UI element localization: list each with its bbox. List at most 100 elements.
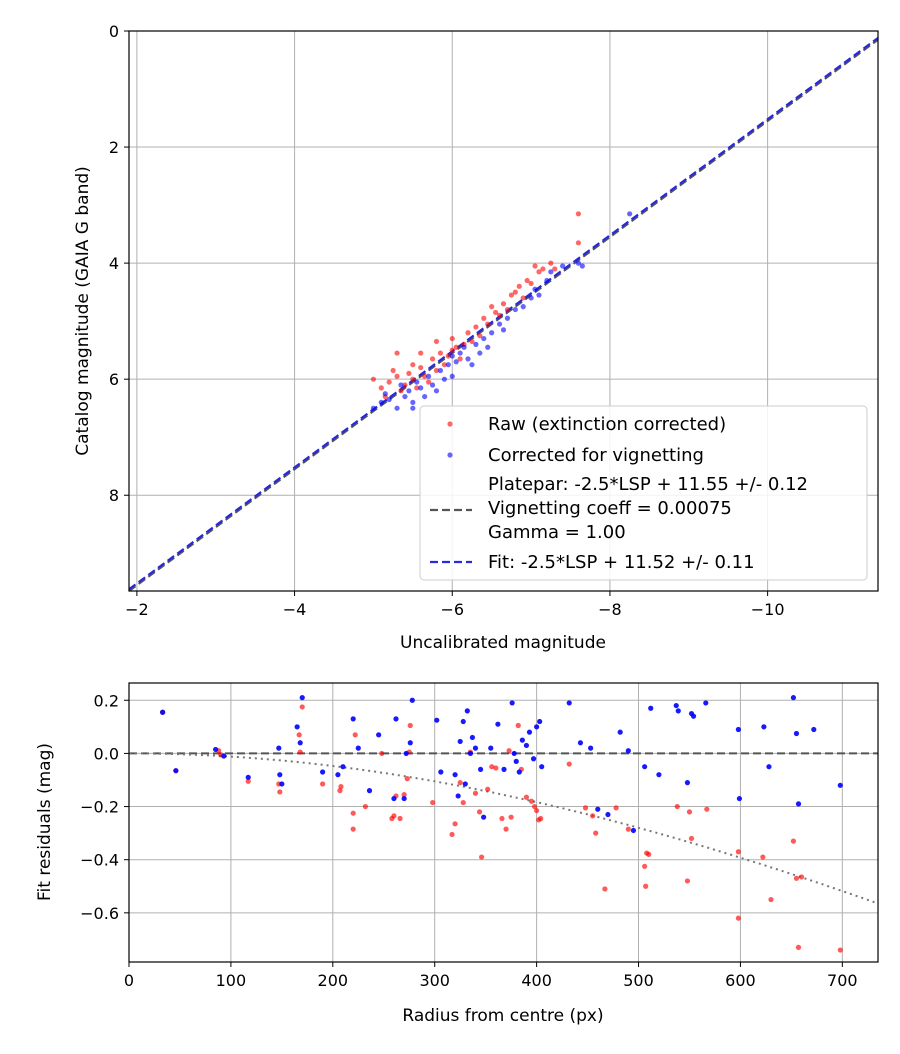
corrected-residual-point	[488, 745, 494, 751]
top-y-tick-label: 8	[109, 486, 119, 505]
raw-residual-point	[534, 807, 540, 814]
raw-residual-point	[352, 732, 358, 738]
raw-residual-point	[837, 947, 843, 953]
raw-point	[386, 379, 392, 385]
corrected-residual-point	[703, 700, 709, 706]
raw-residual-point	[768, 896, 774, 903]
raw-residual-point	[391, 813, 397, 819]
raw-residual-point	[506, 748, 512, 754]
raw-point	[437, 350, 444, 356]
corrected-residual-point	[366, 788, 373, 794]
corrected-residual-point	[617, 729, 623, 735]
raw-residual-point	[528, 798, 535, 804]
corrected-point	[627, 211, 633, 217]
top-x-tick-label: −4	[283, 600, 307, 619]
raw-residual-point	[476, 809, 483, 815]
corrected-residual-point	[462, 781, 468, 787]
raw-point	[524, 277, 530, 284]
residuals-plot: 0 100 200 300 400 500 600 700 0.2 0.0 −0.2 −0.4 −0.…	[35, 682, 879, 1026]
corrected-point	[453, 359, 459, 365]
corrected-residual-point	[391, 795, 397, 802]
corrected-residual-point	[790, 695, 797, 701]
corrected-residual-point	[495, 721, 501, 727]
raw-residual-point	[397, 815, 403, 822]
raw-point	[449, 335, 455, 342]
corrected-residual-point	[595, 806, 601, 812]
raw-residual-point	[735, 849, 741, 855]
corrected-point	[386, 396, 392, 403]
raw-residual-point	[296, 732, 302, 738]
top-y-axis-label: Catalog magnitude (GAIA G band)	[73, 166, 93, 456]
corrected-residual-point	[642, 764, 648, 770]
corrected-point	[548, 269, 554, 275]
raw-point	[418, 364, 424, 371]
raw-residual-point	[362, 803, 369, 810]
corrected-residual-point	[277, 772, 283, 778]
corrected-residual-point	[793, 730, 800, 737]
raw-residual-point	[277, 789, 283, 795]
raw-residual-point	[337, 788, 343, 794]
corrected-point	[378, 399, 384, 405]
corrected-point	[481, 335, 487, 342]
raw-point	[429, 356, 436, 362]
bottom-axes-frame	[128, 682, 879, 963]
raw-point	[496, 312, 503, 318]
corrected-point	[449, 353, 455, 359]
corrected-residual-point	[566, 700, 572, 706]
corrected-point	[465, 356, 471, 362]
raw-residual-point	[452, 821, 458, 827]
raw-residual-point	[499, 815, 505, 822]
corrected-residual-point	[160, 709, 166, 715]
top-x-tick-label: −8	[598, 600, 622, 619]
corrected-residual-point	[509, 700, 515, 706]
raw-point	[445, 353, 451, 359]
bottom-y-axis-label: Fit residuals (mag)	[35, 743, 55, 901]
top-y-ticks: 0 2 4 6 8	[109, 22, 129, 505]
top-axes-frame	[128, 30, 879, 592]
raw-point	[540, 266, 546, 272]
raw-point	[453, 344, 459, 350]
bottom-x-ticks: 0 100 200 300 400 500 600 700	[124, 962, 858, 990]
legend-platepar-line1: Platepar: -2.5*LSP + 11.55 +/- 0.12	[488, 474, 808, 495]
raw-point	[457, 356, 463, 362]
raw-residual-point	[472, 790, 479, 796]
raw-residual-point	[613, 805, 619, 811]
raw-point	[418, 350, 424, 356]
bottom-x-tick-label: 700	[827, 971, 858, 990]
legend-raw-label: Raw (extinction corrected)	[488, 414, 726, 435]
raw-point	[378, 385, 384, 391]
corrected-point	[477, 350, 483, 356]
raw-residual-point	[338, 784, 344, 790]
raw-residual-point	[684, 878, 691, 884]
top-y-tick-label: 6	[109, 370, 119, 389]
corrected-residual-point	[452, 772, 458, 778]
corrected-residual-point	[523, 742, 530, 749]
legend-corrected-marker	[447, 452, 453, 458]
bottom-x-tick-label: 100	[216, 971, 247, 990]
corrected-point	[422, 393, 428, 400]
bottom-x-tick-label: 0	[124, 971, 134, 990]
bottom-x-tick-label: 300	[419, 971, 450, 990]
corrected-point	[414, 379, 420, 385]
raw-residual-point	[686, 809, 693, 815]
corrected-residual-point	[438, 769, 444, 775]
raw-residual-point	[350, 826, 356, 832]
fit-line	[129, 37, 878, 591]
raw-point	[394, 350, 400, 356]
raw-point	[477, 333, 483, 339]
raw-point	[422, 373, 428, 379]
corrected-point	[536, 292, 542, 298]
corrected-residual-point	[472, 745, 479, 751]
raw-point	[394, 373, 400, 379]
corrected-residual-point	[526, 729, 533, 735]
raw-point	[410, 376, 416, 382]
top-x-tick-label: −6	[440, 600, 464, 619]
raw-residual-point	[508, 814, 514, 820]
bottom-x-tick-label: 200	[318, 971, 349, 990]
bottom-y-tick-label: −0.6	[80, 904, 119, 923]
raw-residual-point	[643, 883, 649, 889]
top-x-axis-label: Uncalibrated magnitude	[400, 633, 606, 653]
bottom-reference-lines	[129, 752, 878, 905]
corrected-residual-point	[837, 782, 843, 788]
